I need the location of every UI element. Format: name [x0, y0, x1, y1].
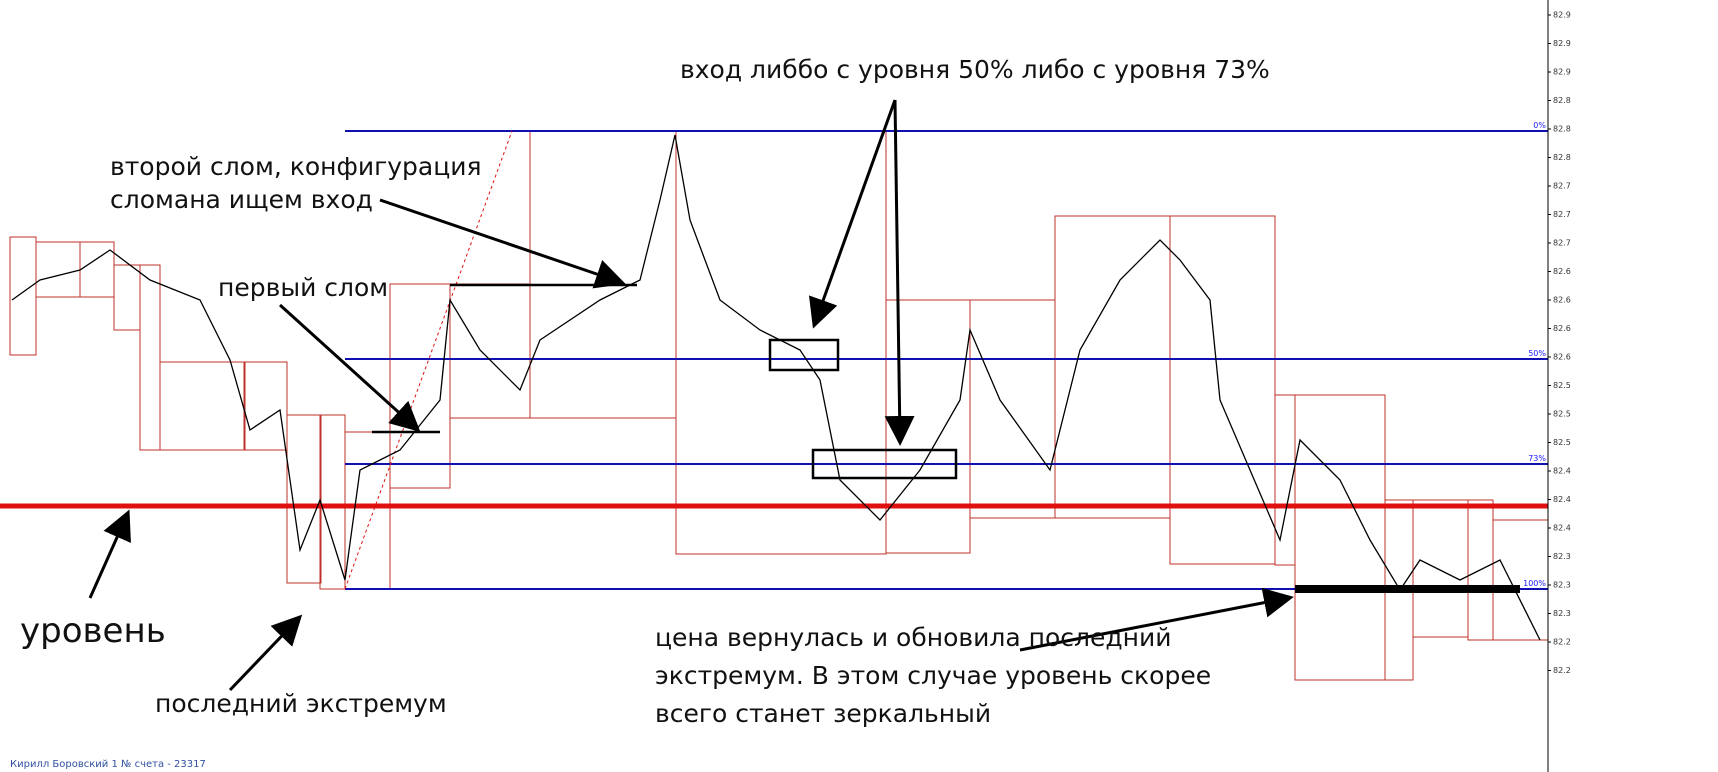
axis-label: 82.8 — [1553, 153, 1571, 162]
axis-label: 82.6 — [1553, 267, 1571, 276]
axis-label: 82.4 — [1553, 495, 1571, 504]
axis-label: 82.6 — [1553, 353, 1571, 362]
price-path — [11, 134, 1541, 641]
annotation: всего станет зеркальный — [655, 699, 991, 728]
axis-label: 82.5 — [1553, 381, 1571, 390]
annotation: первый слом — [218, 273, 388, 302]
axis-label: 82.9 — [1553, 11, 1571, 20]
axis-label: 82.6 — [1553, 324, 1571, 333]
annotation: цена вернулась и обновила последний — [655, 623, 1172, 652]
annotation: экстремум. В этом случае уровень скорее — [655, 661, 1211, 690]
annotation: второй слом, конфигурация — [110, 152, 482, 181]
axis-label: 82.7 — [1553, 182, 1571, 191]
axis-label: 82.7 — [1553, 210, 1571, 219]
annotation: уровень — [20, 611, 166, 651]
levels — [0, 130, 1548, 593]
axis-label: 82.2 — [1553, 638, 1571, 647]
footer: Кирилл Боровский 1 № счета - 23317 — [10, 759, 206, 770]
annotation: вход либбо с уровня 50% либо с уровня 73… — [680, 55, 1270, 84]
axis-label: 82.3 — [1553, 552, 1571, 561]
axis-label: 82.8 — [1553, 125, 1571, 134]
axis-label: 82.2 — [1553, 666, 1571, 675]
fib-label: 0% — [1533, 121, 1546, 130]
axis-label: 82.4 — [1553, 524, 1571, 533]
axis-label: 82.6 — [1553, 296, 1571, 305]
annotation: сломана ищем вход — [110, 185, 373, 214]
axis-label: 82.3 — [1553, 609, 1571, 618]
axis-label: 82.9 — [1553, 68, 1571, 77]
axis-label: 82.7 — [1553, 239, 1571, 248]
axis-label: 82.9 — [1553, 39, 1571, 48]
price-axis: 82.9 82.9 82.9 82.8 82.8 82.8 82.7 82.7 82.7 82.6… — [1548, 11, 1571, 675]
axis-label: 82.3 — [1553, 581, 1571, 590]
annotation: последний экстремум — [155, 689, 447, 718]
fib-label: 73% — [1528, 454, 1546, 463]
axis-label: 82.5 — [1553, 410, 1571, 419]
axis-label: 82.4 — [1553, 467, 1571, 476]
fib-label: 50% — [1528, 349, 1546, 358]
axis-label: 82.8 — [1553, 96, 1571, 105]
axis-label: 82.5 — [1553, 438, 1571, 447]
fib-label: 100% — [1523, 579, 1546, 588]
arrows — [88, 99, 1294, 692]
range-boxes — [9, 130, 1549, 681]
